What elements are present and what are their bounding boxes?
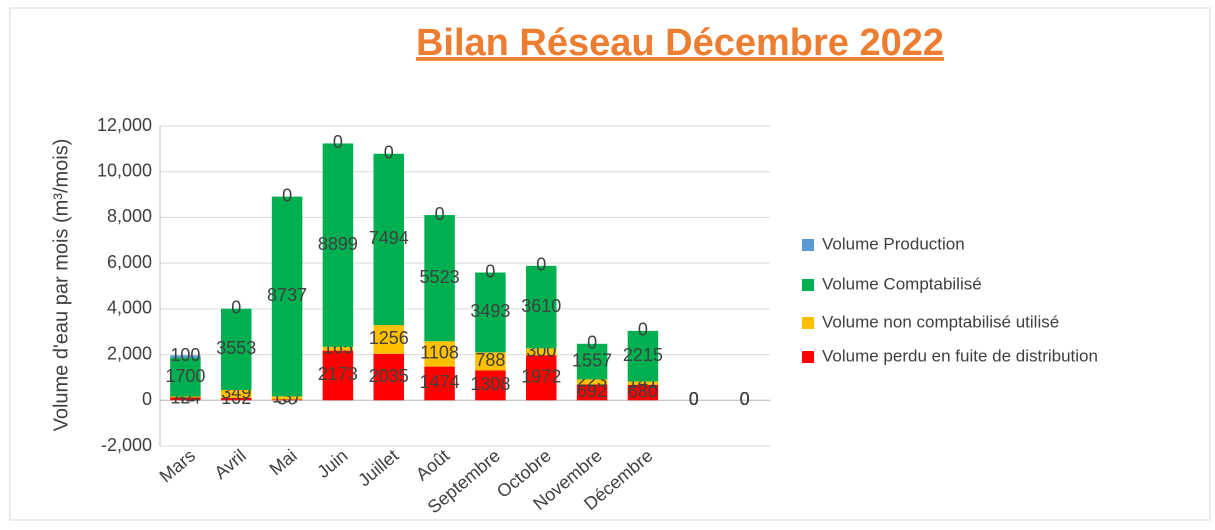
data-label: 0: [231, 298, 241, 318]
data-label: 0: [740, 389, 750, 409]
bar-segment: [424, 215, 455, 342]
chart-border: [9, 7, 1211, 521]
data-label: 1972: [521, 366, 561, 386]
bar-segment: [424, 366, 455, 401]
y-tick-label: 0: [142, 389, 152, 409]
legend-label: Volume perdu en fuite de distribution: [822, 346, 1098, 365]
data-label: 2215: [623, 345, 663, 365]
legend-swatch: [802, 351, 814, 363]
legend-swatch: [802, 279, 814, 291]
legend-label: Volume Comptabilisé: [822, 274, 982, 293]
data-label: 1557: [572, 350, 612, 370]
bar-segment: [526, 348, 557, 356]
data-label: 1108: [420, 343, 459, 363]
data-label: 2173: [318, 364, 358, 384]
bar-segment: [322, 143, 354, 347]
x-tick-label: Juin: [313, 445, 351, 482]
data-label: 788: [475, 350, 505, 370]
y-tick-label: 6,000: [107, 252, 152, 272]
x-tick-label: Août: [412, 445, 453, 484]
data-label: 1474: [420, 372, 460, 392]
data-label: 2035: [369, 366, 409, 386]
data-label: 8899: [318, 234, 358, 254]
bar-segment: [627, 384, 659, 401]
data-label: 0: [435, 204, 445, 224]
data-label: 8737: [267, 285, 307, 305]
y-tick-label: 4,000: [107, 298, 152, 318]
data-label: 3493: [470, 301, 510, 321]
data-label: 0: [282, 185, 292, 205]
legend-swatch: [802, 317, 814, 329]
data-label: 0: [740, 389, 750, 409]
data-label: 7494: [369, 228, 409, 248]
bar-segment: [271, 196, 303, 397]
bar-segment: [322, 350, 354, 401]
bar-segment: [271, 396, 303, 400]
y-tick-label: 10,000: [97, 160, 152, 180]
data-label: 3553: [216, 338, 256, 358]
data-label: 0: [485, 261, 495, 281]
bar-segment: [170, 357, 201, 397]
bar-segment: [221, 389, 252, 398]
bar-segment: [221, 397, 252, 401]
y-tick-label: 12,000: [97, 115, 152, 135]
data-label: 5523: [420, 267, 460, 287]
data-label: 1256: [369, 328, 409, 348]
data-label: 0: [638, 320, 648, 340]
y-tick-label: -2,000: [101, 435, 152, 455]
bar-segment: [221, 308, 252, 390]
data-label: 0: [689, 389, 699, 409]
data-label: 0: [333, 132, 343, 152]
bar-segment: [475, 352, 506, 371]
data-label: 0: [587, 333, 597, 353]
y-tick-label: 2,000: [107, 343, 152, 363]
x-tick-label: Juillet: [354, 445, 402, 490]
data-label: 3610: [521, 296, 561, 316]
bar-segment: [526, 355, 557, 401]
y-axis-title: Volume d'eau par mois (m³/mois): [50, 139, 72, 432]
data-label: 692: [577, 381, 607, 401]
bar-segment: [170, 355, 201, 358]
bar-segment: [271, 399, 303, 401]
legend-label: Volume non comptabilisé utilisé: [822, 312, 1059, 331]
data-label: 0: [689, 389, 699, 409]
bar-segment: [424, 341, 455, 367]
bar-segment: [475, 272, 506, 353]
data-label: 0: [740, 389, 750, 409]
bar-segment: [322, 346, 354, 351]
bar-segment: [576, 384, 608, 401]
bar-segment: [526, 265, 557, 349]
y-tick-label: 8,000: [107, 206, 152, 226]
bar-segment: [373, 353, 404, 401]
bar-segment: [576, 343, 608, 380]
bar-segment: [373, 153, 404, 326]
x-tick-label: Mars: [156, 445, 199, 486]
bar-segment: [627, 330, 659, 382]
data-label: 1308: [470, 374, 510, 394]
data-label: 0: [689, 389, 699, 409]
bar-segment: [170, 396, 201, 398]
data-label: 1700: [165, 366, 205, 386]
chart-title: Bilan Réseau Décembre 2022: [416, 22, 944, 64]
bar-segment: [170, 397, 201, 401]
data-label: 0: [536, 255, 546, 275]
bar-segment: [627, 381, 659, 385]
data-label: 0: [740, 389, 750, 409]
data-label: 0: [689, 389, 699, 409]
x-tick-label: Mai: [266, 445, 301, 479]
data-label: 680: [628, 381, 658, 401]
data-label: 100: [170, 345, 200, 365]
legend-swatch: [802, 239, 814, 251]
data-label: 0: [384, 143, 394, 163]
x-tick-label: Avril: [210, 445, 249, 483]
bar-segment: [475, 370, 506, 401]
bar-segment: [576, 379, 608, 385]
bar-segment: [373, 325, 404, 354]
legend-label: Volume Production: [822, 234, 965, 253]
